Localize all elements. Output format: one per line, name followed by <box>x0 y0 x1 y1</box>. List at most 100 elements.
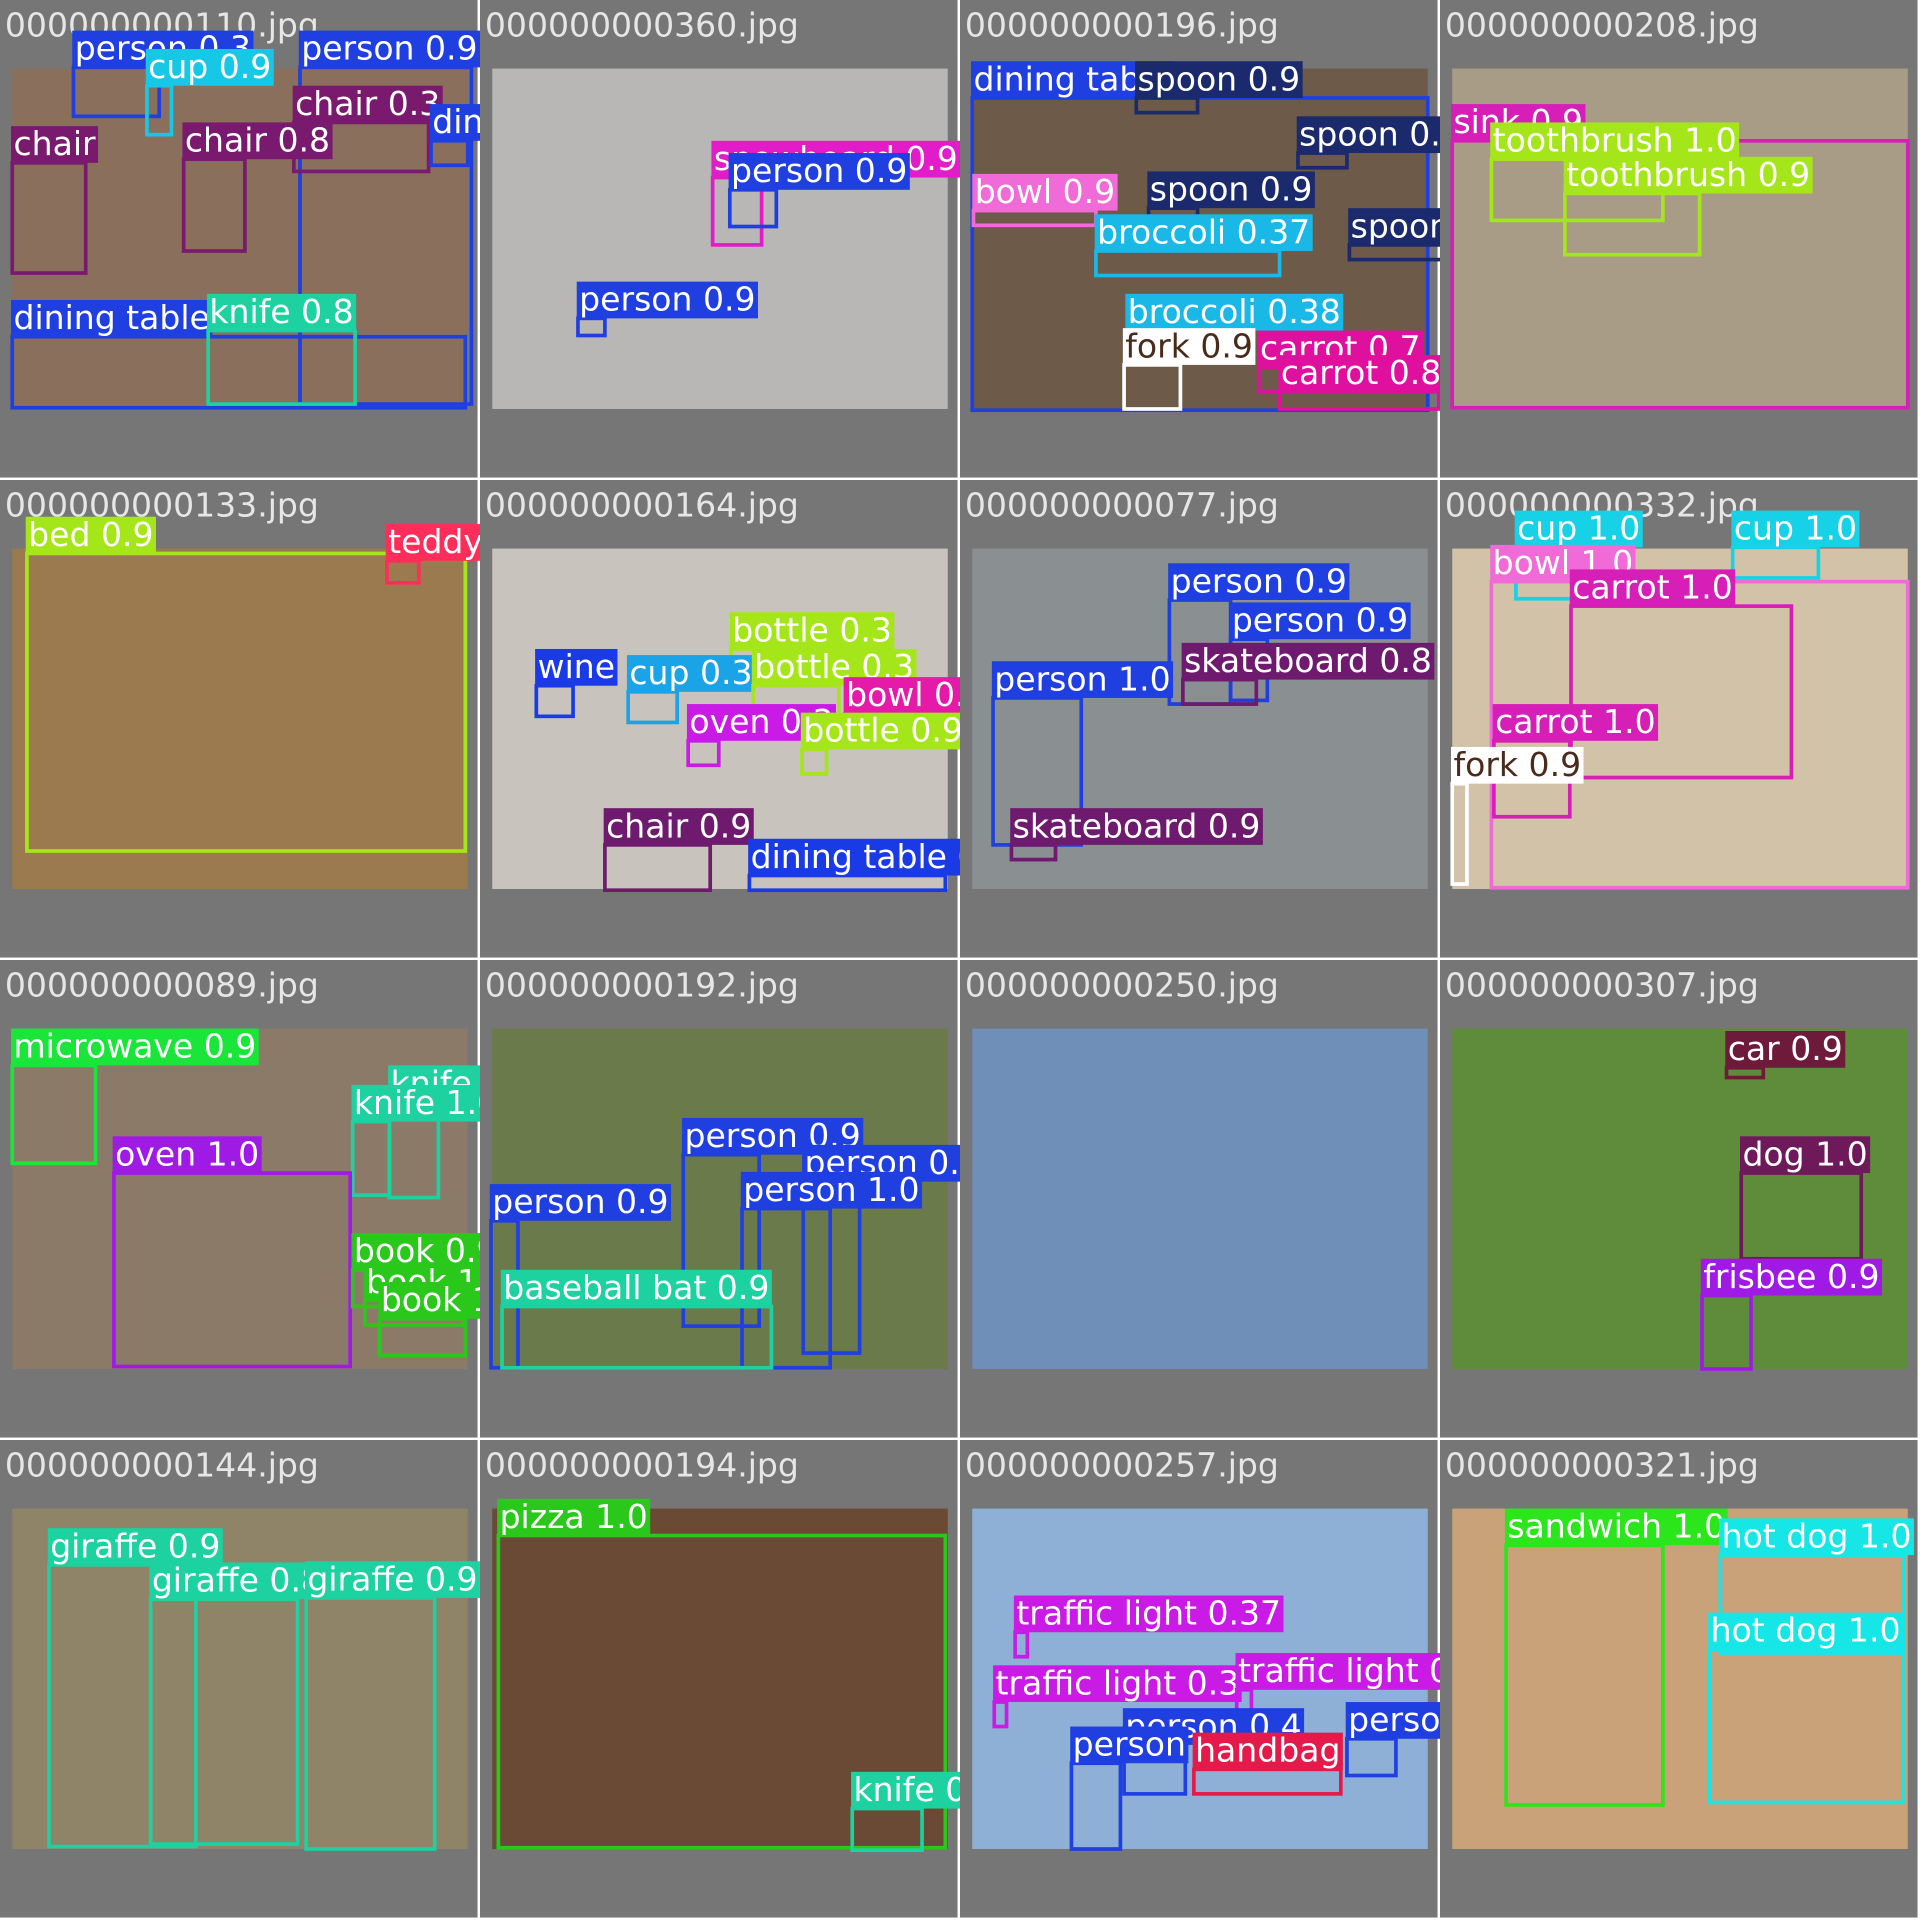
label-background <box>1504 1508 1728 1546</box>
detection-label: spoon 0.9 <box>1138 59 1301 98</box>
detection-label: chair 0.3 <box>295 84 440 123</box>
detection-label: person 1.0 <box>743 1170 919 1209</box>
label-background <box>1725 1031 1846 1068</box>
bounding-box <box>25 551 468 853</box>
label-background <box>47 1528 223 1565</box>
tile: 000000000257.jpg traffic light 0.37 traffi… <box>960 1440 1527 1918</box>
detection-label: carrot 1.0 <box>1495 702 1656 741</box>
file-name: 000000000208.jpg <box>1445 5 1759 44</box>
detection-label: skateboard 0.8 <box>1184 641 1432 680</box>
detection-label: broccoli 0.38 <box>1128 292 1341 331</box>
detection-label: spoon 0.9 <box>1299 114 1462 153</box>
detection-label: handbag <box>1195 1731 1340 1770</box>
detection-label: carrot 0.8 <box>1281 353 1442 392</box>
label-background <box>351 1084 501 1122</box>
label-background <box>1296 116 1465 154</box>
label-background <box>972 173 1118 211</box>
label-background <box>729 612 895 649</box>
bounding-box <box>496 1533 948 1850</box>
label-background <box>1147 171 1315 209</box>
label-background <box>535 648 618 686</box>
label-background <box>993 1665 1242 1703</box>
file-name: 000000000089.jpg <box>5 965 319 1004</box>
detection-label: chair 0.8 <box>185 121 330 160</box>
label-background <box>1125 293 1344 331</box>
detection-label: book 0.9 <box>354 1231 498 1270</box>
tile: 000000000164.jpg bottle 0.3 wine cup 0.3 bot… <box>480 480 1013 958</box>
label-background <box>11 1028 259 1066</box>
detection-label: toothbrush 0.9 <box>1566 155 1810 194</box>
label-background <box>1010 808 1263 845</box>
label-background <box>1514 510 1643 548</box>
detection-label: bottle 0.99 <box>803 711 984 750</box>
file-name: 000000000077.jpg <box>965 485 1279 524</box>
file-name: 000000000307.jpg <box>1445 965 1759 1004</box>
detection-label: person 0.9 <box>579 280 755 319</box>
bounding-box <box>10 334 468 410</box>
detection-label: person 0.9 <box>1232 601 1408 640</box>
label-background <box>149 1562 325 1600</box>
bounding-box <box>112 1171 353 1369</box>
detection-label: hot dog 1.0 <box>1711 1611 1901 1650</box>
detection-label: skateboard 0.9 <box>1013 806 1261 845</box>
detection-label: dog 1.0 <box>1742 1134 1867 1173</box>
label-background <box>1719 1518 1914 1556</box>
label-background <box>1492 704 1659 741</box>
label-background <box>497 1498 651 1536</box>
label-background <box>1192 1732 1343 1770</box>
file-name: 000000000196.jpg <box>965 5 1279 44</box>
label-background <box>1740 1136 1871 1174</box>
detection-label: carrot 1.0 <box>1572 567 1733 606</box>
tile: 000000000307.jpg car 0.9 dog 1.0 frisbee 0.… <box>1440 960 1918 1438</box>
detection-label: cup 0.3 <box>629 653 752 692</box>
detection-label: sandwich 1.0 <box>1507 1507 1725 1546</box>
detection-label: cup 1.0 <box>1517 509 1640 548</box>
image <box>1452 1508 1908 1849</box>
label-background <box>800 712 987 750</box>
detection-label: person 0.9 <box>301 29 477 68</box>
label-background <box>206 293 357 331</box>
label-background <box>576 281 758 319</box>
detection-label: traffic light 0.37 <box>1016 1594 1281 1633</box>
detection-label: knife 1.0 <box>354 1083 498 1122</box>
detection-label: chair <box>13 124 96 163</box>
label-background <box>1708 1612 1903 1650</box>
file-name: 000000000144.jpg <box>5 1445 319 1484</box>
label-background <box>1181 642 1435 680</box>
label-background <box>1013 1595 1284 1633</box>
detection-label: person 0.9 <box>492 1182 668 1221</box>
label-background <box>304 1561 480 1598</box>
detection-label: hot dog 1.0 <box>1722 1516 1912 1555</box>
label-background <box>11 300 213 337</box>
detection-label: giraffe 0.8 <box>152 1561 322 1600</box>
file-name: 000000000250.jpg <box>965 965 1279 1004</box>
file-name: 000000000192.jpg <box>485 965 799 1004</box>
detection-label: cup 0.9 <box>148 47 271 86</box>
file-name: 000000000257.jpg <box>965 1445 1279 1484</box>
detection-label: car 0.9 <box>1728 1029 1843 1068</box>
label-background <box>500 1269 772 1307</box>
label-background <box>1135 61 1303 98</box>
detection-label: dining table <box>13 298 209 337</box>
label-background <box>1229 602 1411 640</box>
file-name: 000000000321.jpg <box>1445 1445 1759 1484</box>
detection-label: bowl 0.9 <box>975 172 1115 211</box>
label-background <box>1070 1726 1189 1764</box>
detection-label: broccoli 0.37 <box>1097 212 1310 251</box>
label-background <box>1168 563 1350 600</box>
label-background <box>298 30 481 68</box>
label-background <box>1094 214 1313 252</box>
detection-label: traffic light 0.3 <box>996 1663 1240 1702</box>
label-background <box>1278 355 1444 392</box>
